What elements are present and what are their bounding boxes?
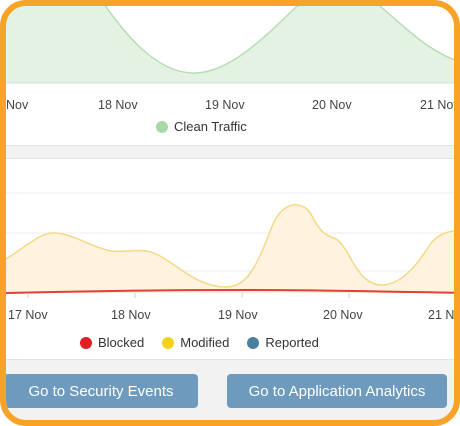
legend-item-modified[interactable]: Modified [162, 335, 229, 350]
legend-swatch [247, 336, 260, 349]
legend-swatch [80, 336, 92, 349]
blocked-line [6, 288, 454, 294]
top-x-tick: 20 Nov [312, 98, 352, 112]
top-x-tick: 19 Nov [205, 98, 245, 112]
top-x-tick: Nov [6, 98, 29, 112]
legend-label: Blocked [98, 335, 145, 350]
bottom-x-tick: 21 Nov [428, 308, 460, 322]
clean-traffic-line [104, 6, 454, 74]
legend-item-blocked[interactable]: Blocked [80, 335, 144, 350]
legend-swatch [156, 120, 168, 133]
legend-label: Reported [265, 335, 319, 350]
go-to-security-events-button[interactable]: Go to Security Events [6, 374, 198, 408]
bottom-x-tick: 17 Nov [8, 308, 48, 322]
clean-traffic-chart: Nov 18 Nov 19 Nov 20 Nov 21 Nov [6, 6, 460, 112]
legend-item-reported[interactable]: Reported [247, 335, 319, 350]
legend-item-clean-traffic[interactable]: Clean Traffic [156, 119, 247, 134]
bottom-legend: Blocked Modified Reported [80, 335, 319, 350]
bottom-x-tick: 19 Nov [218, 308, 258, 322]
clean-traffic-chart-card: Nov 18 Nov 19 Nov 20 Nov 21 Nov Clean Tr… [6, 6, 460, 146]
legend-label: Clean Traffic [174, 119, 247, 134]
clean-traffic-area [6, 6, 454, 83]
top-x-tick: 21 Nov [420, 98, 460, 112]
security-actions-chart-card: 17 Nov 18 Nov 19 Nov 20 Nov 21 Nov Block… [6, 158, 460, 360]
modified-line [6, 204, 454, 288]
top-x-tick: 18 Nov [98, 98, 138, 112]
security-actions-chart: 17 Nov 18 Nov 19 Nov 20 Nov 21 Nov [6, 192, 460, 322]
legend-label: Modified [180, 335, 230, 350]
top-legend: Clean Traffic [156, 119, 247, 134]
modified-area [6, 204, 454, 293]
bottom-x-tick: 18 Nov [111, 308, 151, 322]
legend-swatch [162, 336, 175, 349]
bottom-x-tick: 20 Nov [323, 308, 363, 322]
go-to-application-analytics-button[interactable]: Go to Application Analytics [227, 374, 447, 408]
